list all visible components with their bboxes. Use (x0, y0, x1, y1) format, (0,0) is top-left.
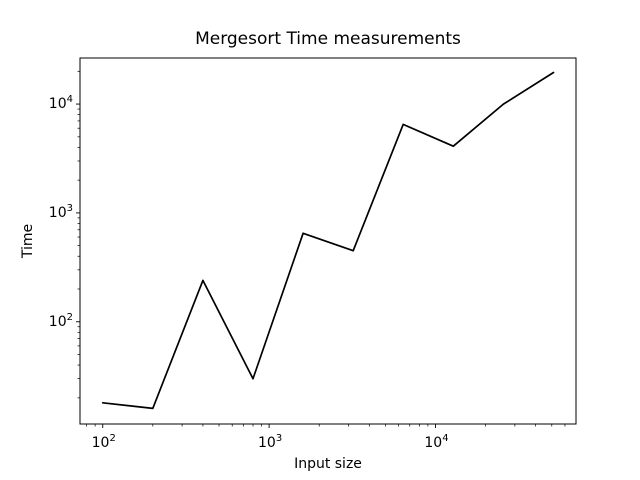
axes-box (79, 57, 577, 425)
tick-label: 103 (258, 433, 282, 451)
data-line-series (101, 71, 555, 410)
tick-label: 102 (49, 312, 73, 330)
tick-labels: 102 103 104 102 103 104 (49, 94, 449, 451)
tick-label: 102 (92, 433, 116, 451)
minor-ticks (77, 70, 566, 427)
tick-label: 103 (49, 203, 73, 221)
chart-title: Mergesort Time measurements (195, 29, 461, 49)
major-ticks (76, 103, 436, 428)
tick-label: 104 (49, 94, 73, 112)
x-axis-label: Input size (294, 456, 362, 472)
tick-label: 104 (424, 433, 448, 451)
